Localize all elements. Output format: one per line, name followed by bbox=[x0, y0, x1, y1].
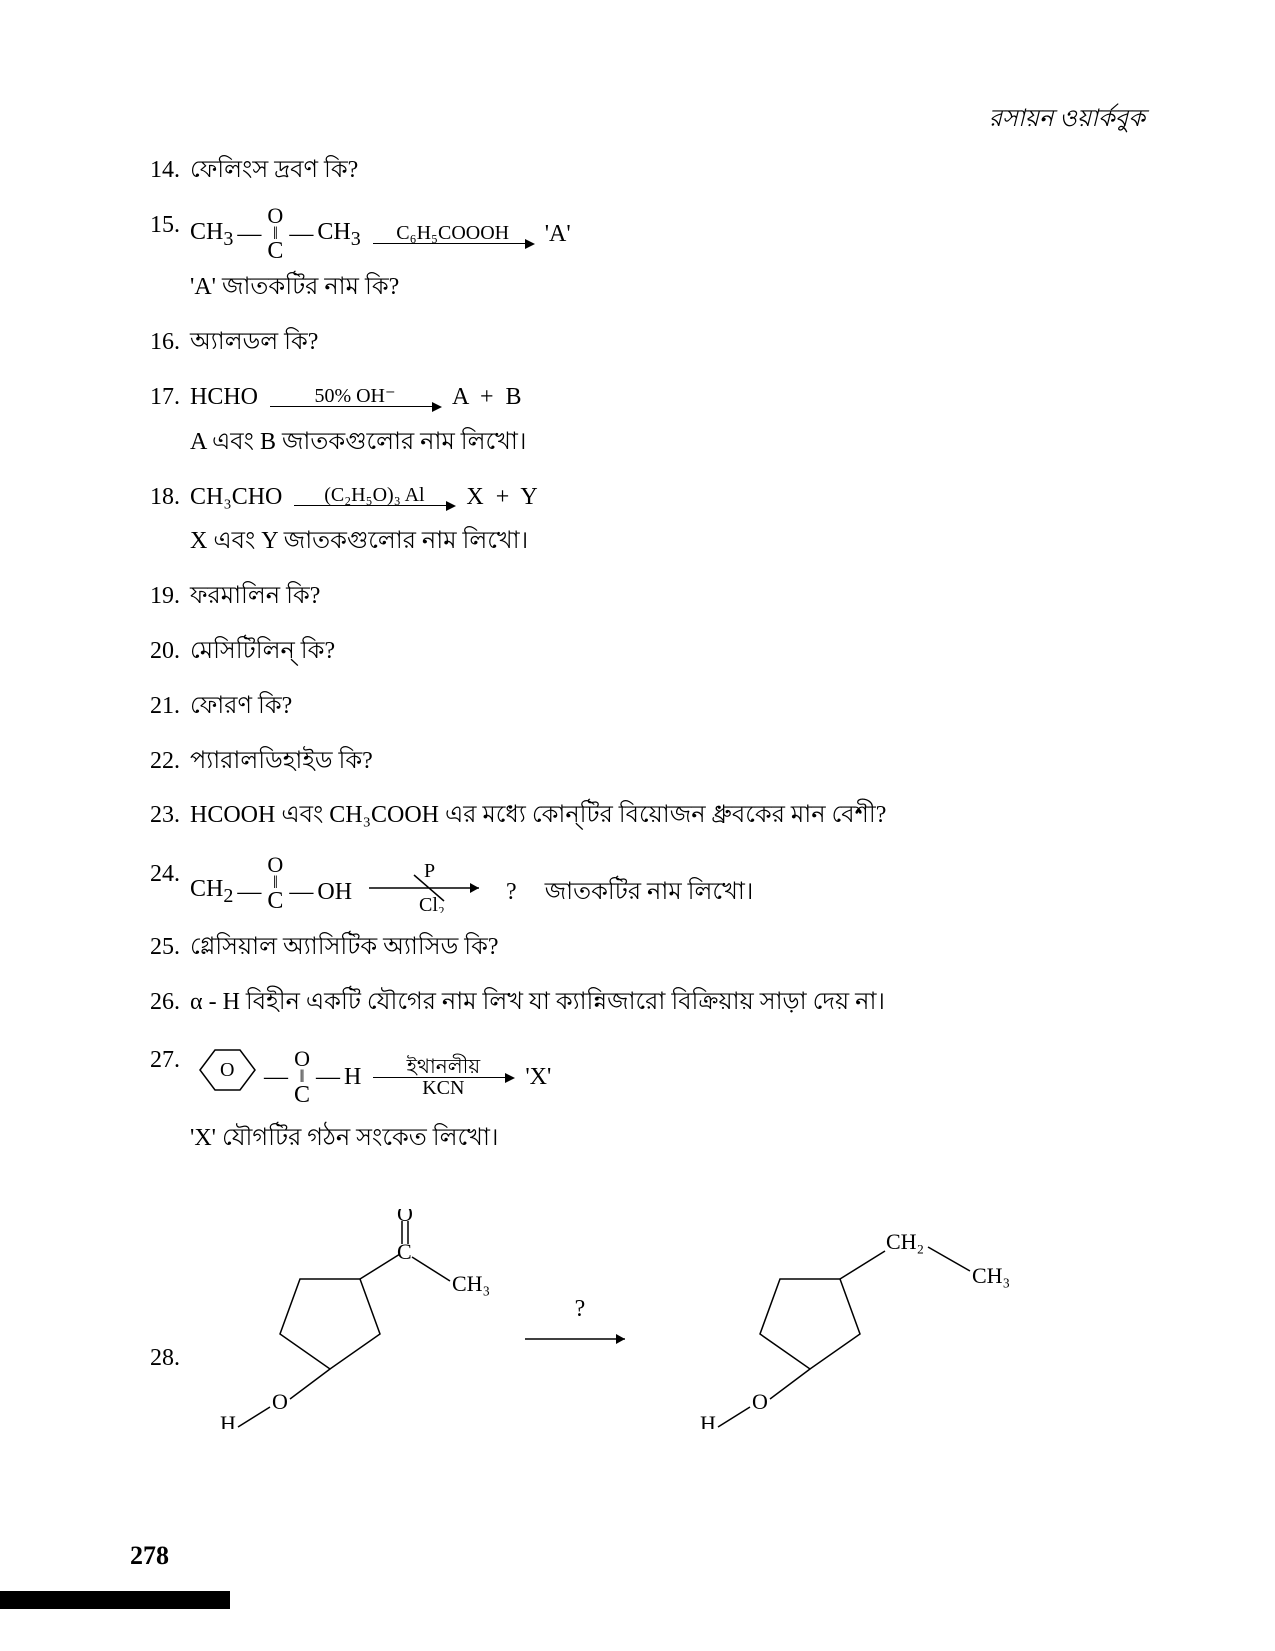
q27-carbonyl: O ‖ C bbox=[294, 1048, 310, 1107]
svg-text:O: O bbox=[752, 1389, 768, 1414]
q21-num: 21. bbox=[130, 686, 190, 727]
q18-num: 18. bbox=[130, 477, 190, 518]
q22-text: প্যারালডিহাইড কি? bbox=[190, 741, 1155, 782]
q14-text: ফেলিংস দ্রবণ কি? bbox=[190, 150, 1155, 191]
q17-reactant: HCHO bbox=[190, 377, 258, 418]
q24-arrow-svg: P Cl₂ bbox=[364, 863, 494, 913]
svg-text:O: O bbox=[220, 1059, 234, 1081]
q24-reaction: CH2 — O ‖ C — OH P Cl₂ bbox=[190, 854, 1155, 913]
question-25: 25. গ্লেসিয়াল অ্যাসিটিক অ্যাসিড কি? bbox=[130, 927, 1155, 968]
svg-text:Cl₂: Cl₂ bbox=[419, 894, 445, 913]
page-header: রসায়ন ওয়ার্কবুক bbox=[989, 100, 1145, 140]
q16-num: 16. bbox=[130, 322, 190, 363]
q15-product: 'A' bbox=[545, 214, 571, 255]
question-21: 21. ফোরণ কি? bbox=[130, 686, 1155, 727]
q17-product: A + B bbox=[452, 377, 522, 418]
question-22: 22. প্যারালডিহাইড কি? bbox=[130, 741, 1155, 782]
q20-num: 20. bbox=[130, 631, 190, 672]
bond: — bbox=[237, 214, 261, 255]
q22-num: 22. bbox=[130, 741, 190, 782]
question-26: 26. α - H বিহীন একটি যৌগের নাম লিখ যা ক্… bbox=[130, 982, 1155, 1023]
q26-num: 26. bbox=[130, 982, 190, 1023]
footer-bar bbox=[0, 1591, 230, 1609]
question-28: 28. C O C bbox=[130, 1189, 1155, 1429]
q15-carbonyl: O ‖ C bbox=[267, 205, 283, 264]
q15-num: 15. bbox=[130, 205, 190, 246]
question-27: 27. O — O ‖ C — H bbox=[130, 1040, 1155, 1159]
question-20: 20. মেসিটিলিন্ কি? bbox=[130, 631, 1155, 672]
question-14: 14. ফেলিংস দ্রবণ কি? bbox=[130, 150, 1155, 191]
q24-carbonyl: O ‖ C bbox=[267, 854, 283, 913]
q18-reactant: CH₃CHO bbox=[190, 477, 282, 518]
q27-num: 27. bbox=[130, 1040, 190, 1081]
q27-h: H bbox=[344, 1057, 361, 1098]
q25-num: 25. bbox=[130, 927, 190, 968]
question-15: 15. CH3 — O ‖ C — CH3 C₆H₅COOOH bbox=[130, 205, 1155, 308]
q28-right-structure: CH₂ CH₃ O H bbox=[670, 1209, 1010, 1429]
q25-text: গ্লেসিয়াল অ্যাসিটিক অ্যাসিড কি? bbox=[190, 927, 1155, 968]
svg-text:P: P bbox=[424, 863, 435, 882]
question-19: 19. ফরমালিন কি? bbox=[130, 576, 1155, 617]
q27-reaction: O — O ‖ C — H ইথানলীয় KCN bbox=[190, 1040, 1155, 1114]
question-24: 24. CH2 — O ‖ C — OH P Cl₂ bbox=[130, 854, 1155, 913]
q27-product: 'X' bbox=[525, 1057, 551, 1098]
q27-arrow: ইথানলীয় KCN bbox=[373, 1057, 513, 1098]
svg-text:O: O bbox=[397, 1209, 413, 1226]
q18-followup: X এবং Y জাতকগুলোর নাম লিখো। bbox=[190, 521, 1155, 562]
q17-num: 17. bbox=[130, 377, 190, 418]
svg-text:H: H bbox=[220, 1411, 236, 1429]
q27-followup: 'X' যৌগটির গঠন সংকেত লিখো। bbox=[190, 1118, 1155, 1159]
q17-arrow: 50% OH⁻ bbox=[270, 386, 440, 409]
bond: — bbox=[237, 872, 261, 913]
q15-ch3-left: CH3 bbox=[190, 212, 233, 256]
q28-reaction: C O CH₃ O H bbox=[190, 1209, 1155, 1429]
q28-left-structure: C O CH₃ O H bbox=[190, 1209, 490, 1429]
q17-reaction: HCHO 50% OH⁻ A + B bbox=[190, 377, 1155, 418]
question-list: 14. ফেলিংস দ্রবণ কি? 15. CH3 — O ‖ C — C… bbox=[130, 150, 1155, 1429]
bond: — bbox=[289, 214, 313, 255]
q28-num: 28. bbox=[130, 1338, 190, 1379]
q18-reaction: CH₃CHO (C₂H₅O)₃ Al X + Y bbox=[190, 477, 1155, 518]
q14-num: 14. bbox=[130, 150, 190, 191]
q19-num: 19. bbox=[130, 576, 190, 617]
svg-text:CH₃: CH₃ bbox=[972, 1263, 1010, 1288]
question-23: 23. HCOOH এবং CH₃COOH এর মধ্যে কোন্‌টির … bbox=[130, 795, 1155, 836]
q24-num: 24. bbox=[130, 854, 190, 895]
q24-ch2: CH2 bbox=[190, 869, 233, 913]
q18-product: X + Y bbox=[466, 477, 537, 518]
q15-arrow: C₆H₅COOOH bbox=[373, 223, 533, 246]
q16-text: অ্যালডল কি? bbox=[190, 322, 1155, 363]
q21-text: ফোরণ কি? bbox=[190, 686, 1155, 727]
q24-oh: OH bbox=[317, 872, 352, 913]
q24-product: ? bbox=[506, 872, 517, 913]
q15-followup: 'A' জাতকটির নাম কি? bbox=[190, 267, 1155, 308]
question-18: 18. CH₃CHO (C₂H₅O)₃ Al X + Y X এবং Y জাত… bbox=[130, 477, 1155, 563]
q24-followup: জাতকটির নাম লিখো। bbox=[545, 872, 754, 913]
question-17: 17. HCHO 50% OH⁻ A + B A এবং B জাতকগুলোর… bbox=[130, 377, 1155, 463]
svg-text:O: O bbox=[272, 1389, 288, 1414]
bond: — bbox=[264, 1057, 288, 1098]
svg-text:CH₃: CH₃ bbox=[452, 1271, 490, 1296]
q27-hexagon: O bbox=[190, 1040, 260, 1114]
q23-text: HCOOH এবং CH₃COOH এর মধ্যে কোন্‌টির বিয়… bbox=[190, 795, 1155, 836]
q20-text: মেসিটিলিন্ কি? bbox=[190, 631, 1155, 672]
q19-text: ফরমালিন কি? bbox=[190, 576, 1155, 617]
question-16: 16. অ্যালডল কি? bbox=[130, 322, 1155, 363]
page-number: 278 bbox=[130, 1541, 169, 1571]
q18-arrow: (C₂H₅O)₃ Al bbox=[294, 485, 454, 508]
bond: — bbox=[316, 1057, 340, 1098]
q15-reaction: CH3 — O ‖ C — CH3 C₆H₅COOOH 'A' bbox=[190, 205, 1155, 264]
svg-text:CH₂: CH₂ bbox=[886, 1229, 924, 1254]
q26-text: α - H বিহীন একটি যৌগের নাম লিখ যা ক্যান্… bbox=[190, 982, 1155, 1023]
bond: — bbox=[289, 872, 313, 913]
svg-text:H: H bbox=[700, 1411, 716, 1429]
q15-ch3-right: CH3 bbox=[317, 212, 360, 256]
q28-arrow: ? bbox=[520, 1289, 640, 1350]
q28-arrow-label: ? bbox=[575, 1289, 586, 1330]
q23-num: 23. bbox=[130, 795, 190, 836]
svg-text:C: C bbox=[397, 1239, 412, 1264]
q17-followup: A এবং B জাতকগুলোর নাম লিখো। bbox=[190, 422, 1155, 463]
q24-arrow: P Cl₂ bbox=[364, 863, 494, 913]
